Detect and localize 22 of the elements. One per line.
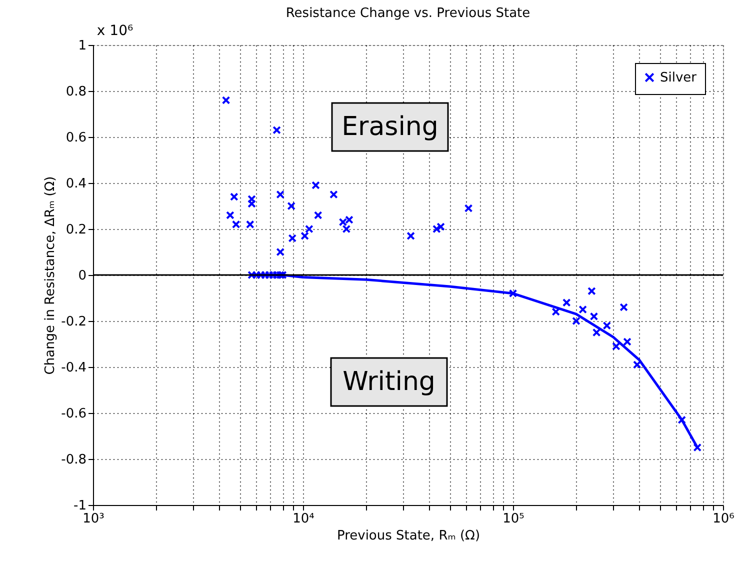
y-tick-label: 0.2 xyxy=(66,222,86,238)
y-tick-label: -0.6 xyxy=(61,406,86,422)
y-tick-label: 0 xyxy=(78,268,86,284)
y-tick-label: 0.4 xyxy=(66,176,86,192)
x-tick-label: 10³ xyxy=(82,512,104,526)
y-tick-label: 0.8 xyxy=(66,84,86,100)
y-tick-label: -0.2 xyxy=(61,314,86,330)
y-tick-label: -0.8 xyxy=(61,452,86,468)
x-axis-title: Previous State, Rₘ (Ω) xyxy=(336,528,480,544)
chart-title: Resistance Change vs. Previous State xyxy=(286,6,530,21)
y-axis-title: Change in Resistance, ΔRₘ (Ω) xyxy=(43,176,58,375)
x-tick-label: 10⁶ xyxy=(712,512,734,526)
annotation: Erasing xyxy=(342,112,438,142)
legend-label: Silver xyxy=(660,70,698,86)
text: x 10⁶ xyxy=(96,23,134,39)
x-tick-label: 10⁴ xyxy=(292,512,314,526)
y-tick-label: 1 xyxy=(78,38,86,54)
y-tick-label: -1 xyxy=(74,498,86,514)
y-tick-label: -0.4 xyxy=(61,360,86,376)
annotation: Writing xyxy=(342,367,436,397)
x-tick-label: 10⁵ xyxy=(502,512,524,526)
y-tick-label: 0.6 xyxy=(66,130,86,146)
